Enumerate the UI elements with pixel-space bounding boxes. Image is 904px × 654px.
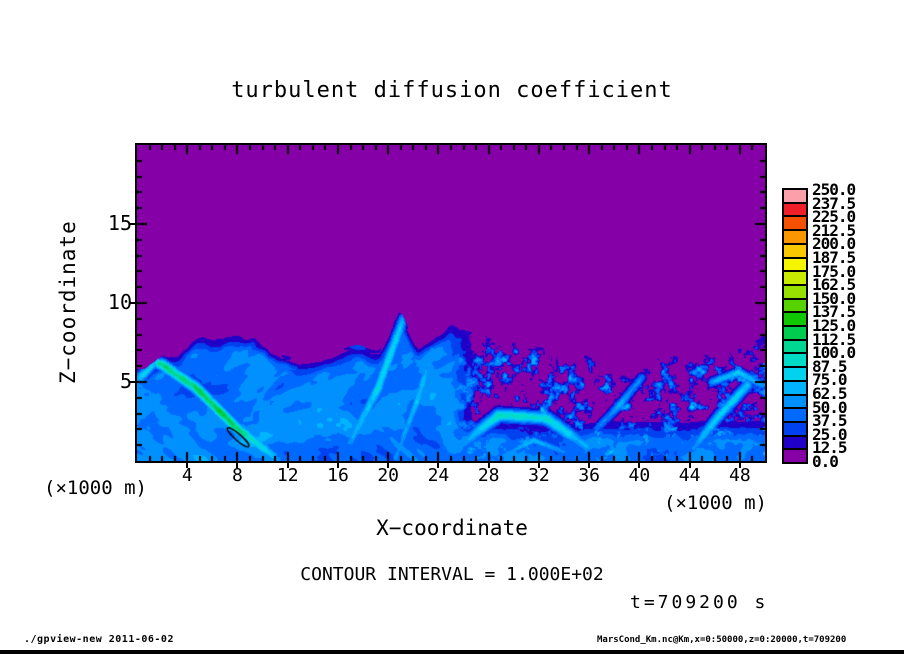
colorbar-tick-label: 175.0 bbox=[812, 261, 856, 281]
heatmap-canvas bbox=[137, 145, 765, 461]
colorbar-tick-label: 225.0 bbox=[812, 207, 856, 227]
x-tick-label: 16 bbox=[327, 465, 349, 486]
colorbar-tick-label: 87.5 bbox=[812, 356, 848, 376]
colorbar-cell bbox=[784, 338, 806, 353]
y-axis-title: Z−coordinate bbox=[56, 220, 80, 384]
x-axis-title: X−coordinate bbox=[376, 516, 528, 540]
colorbar-cell bbox=[784, 229, 806, 243]
x-tick-outer-mark bbox=[487, 463, 490, 468]
contour-interval-note: CONTOUR INTERVAL = 1.000E+02 bbox=[300, 564, 604, 585]
x-tick-label: 40 bbox=[628, 465, 651, 486]
x-tick-outer-mark bbox=[236, 463, 239, 468]
colorbar-tick-label: 0.0 bbox=[812, 452, 839, 471]
colorbar-tick-label: 37.5 bbox=[812, 411, 848, 431]
plot-title: turbulent diffusion coefficient bbox=[231, 78, 673, 103]
colorbar-cell bbox=[784, 256, 806, 271]
y-axis-unit-label: (×1000 m) bbox=[44, 477, 147, 499]
x-tick-label: 44 bbox=[678, 465, 701, 486]
colorbar-cell bbox=[784, 434, 806, 449]
colorbar-tick-label: 212.5 bbox=[812, 220, 856, 240]
x-tick-outer-mark bbox=[336, 463, 339, 468]
time-annotation: t=709200 s bbox=[630, 592, 769, 613]
colorbar-cell bbox=[784, 297, 806, 312]
x-tick-outer-mark bbox=[588, 463, 591, 468]
colorbar-cell bbox=[784, 448, 806, 463]
colorbar-cell bbox=[784, 379, 806, 394]
colorbar-tick-label: 200.0 bbox=[812, 234, 856, 254]
colorbar-tick-label: 150.0 bbox=[812, 288, 856, 308]
colorbar-cell bbox=[784, 352, 806, 367]
x-tick-outer-mark bbox=[638, 463, 641, 468]
x-axis-unit-label: (×1000 m) bbox=[664, 492, 767, 514]
colorbar-cell bbox=[784, 420, 806, 435]
colorbar-tick-label: 112.5 bbox=[812, 329, 856, 349]
x-tick-label: 36 bbox=[578, 465, 600, 486]
x-tick-label: 8 bbox=[232, 465, 243, 486]
colorbar-tick-label: 250.0 bbox=[812, 180, 856, 199]
colorbar-cell bbox=[784, 393, 806, 408]
x-tick-label: 28 bbox=[477, 465, 500, 486]
x-tick-outer-mark bbox=[186, 463, 189, 468]
colorbar-tick-label: 187.5 bbox=[812, 248, 856, 267]
x-tick-outer-mark bbox=[688, 463, 691, 468]
x-tick-label: 4 bbox=[181, 465, 193, 486]
y-tick-label: 10 bbox=[107, 290, 132, 314]
x-tick-label: 20 bbox=[377, 465, 400, 486]
window-bottom-edge bbox=[0, 650, 904, 654]
colorbar-cell bbox=[784, 215, 806, 230]
x-tick-outer-mark bbox=[738, 463, 741, 468]
x-tick-outer-mark bbox=[286, 463, 289, 468]
colorbar-tick-label: 125.0 bbox=[812, 316, 856, 335]
colorbar-tick-label: 162.5 bbox=[812, 275, 856, 295]
colorbar bbox=[782, 188, 808, 464]
x-tick-label: 12 bbox=[276, 465, 299, 486]
colorbar-cell bbox=[784, 190, 806, 202]
y-tick-outer-mark bbox=[130, 302, 135, 304]
colorbar-tick-label: 25.0 bbox=[812, 424, 848, 444]
footer-dataset-info: MarsCond_Km.nc@Km,x=0:50000,z=0:20000,t=… bbox=[597, 635, 847, 645]
colorbar-cell bbox=[784, 325, 806, 339]
colorbar-cell bbox=[784, 270, 806, 284]
x-tick-outer-mark bbox=[387, 463, 390, 468]
y-tick-outer-mark bbox=[130, 223, 135, 225]
colorbar-tick-label: 12.5 bbox=[812, 438, 848, 458]
colorbar-cell bbox=[784, 407, 806, 421]
x-tick-label: 48 bbox=[729, 465, 751, 486]
colorbar-tick-label: 75.0 bbox=[812, 370, 848, 390]
colorbar-tick-label: 137.5 bbox=[812, 302, 856, 322]
x-tick-outer-mark bbox=[437, 463, 440, 468]
footer-command-line: ./gpview-new 2011-06-02 bbox=[24, 634, 174, 645]
x-tick-outer-mark bbox=[537, 463, 540, 468]
colorbar-tick-label: 237.5 bbox=[812, 193, 856, 213]
colorbar-tick-label: 100.0 bbox=[812, 343, 856, 363]
y-tick-outer-mark bbox=[130, 381, 135, 383]
colorbar-cell bbox=[784, 201, 806, 216]
colorbar-tick-label: 50.0 bbox=[812, 397, 848, 417]
y-tick-label: 15 bbox=[107, 211, 132, 235]
y-tick-label: 5 bbox=[119, 369, 132, 393]
colorbar-tick-label: 62.5 bbox=[812, 384, 848, 403]
colorbar-cell bbox=[784, 283, 806, 298]
colorbar-cell bbox=[784, 366, 806, 380]
x-tick-label: 32 bbox=[528, 465, 550, 486]
plot-area bbox=[135, 143, 767, 463]
x-tick-label: 24 bbox=[427, 465, 450, 486]
colorbar-cell bbox=[784, 311, 806, 326]
colorbar-cell bbox=[784, 242, 806, 257]
